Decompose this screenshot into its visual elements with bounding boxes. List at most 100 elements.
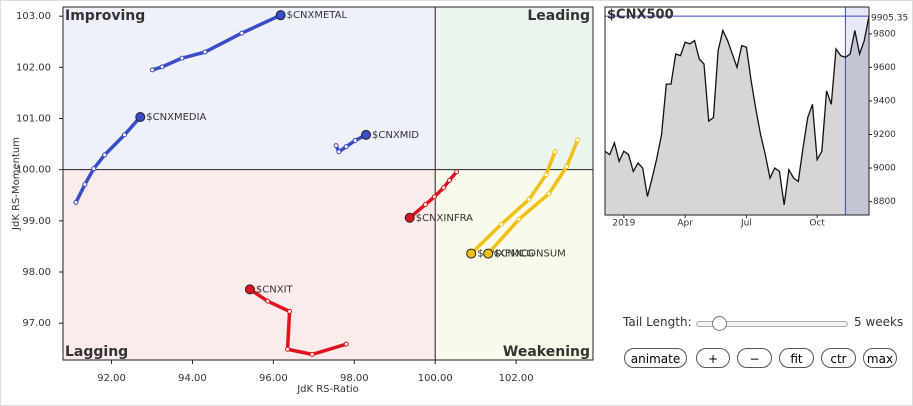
plot-border bbox=[62, 6, 594, 361]
y-tick-label: 99.00 bbox=[22, 216, 51, 227]
tail-point bbox=[564, 164, 570, 170]
tail-point bbox=[285, 346, 291, 352]
x-tick-label: 2019 bbox=[612, 219, 635, 229]
y-tick-label: 101.00 bbox=[16, 114, 51, 125]
tail-point bbox=[179, 55, 185, 61]
tail-label: Tail Length: bbox=[623, 315, 692, 329]
series-label: $CNXMETAL bbox=[287, 10, 348, 21]
y-tick-label: 9200 bbox=[873, 130, 896, 140]
tail-point bbox=[454, 169, 460, 175]
tail-line bbox=[74, 115, 143, 205]
tail-point bbox=[73, 199, 79, 205]
control-button[interactable]: ctr bbox=[821, 348, 856, 368]
control-button[interactable]: animate bbox=[624, 348, 687, 368]
y-tick-label: 9600 bbox=[873, 63, 896, 73]
control-button[interactable]: − bbox=[737, 348, 772, 368]
tail-point bbox=[431, 194, 437, 200]
tail-point bbox=[441, 185, 447, 191]
tail-point bbox=[336, 149, 342, 155]
control-button[interactable]: max bbox=[863, 348, 897, 368]
tail-point bbox=[343, 341, 349, 347]
tail-point bbox=[91, 166, 97, 172]
y-tick-label: 9000 bbox=[873, 164, 896, 174]
head-point bbox=[404, 212, 415, 223]
y-tick-label: 98.00 bbox=[22, 267, 51, 278]
tail-point bbox=[575, 137, 581, 143]
control-button[interactable]: fit bbox=[779, 348, 814, 368]
slider-thumb[interactable] bbox=[712, 316, 727, 331]
series-label: $CNXMID bbox=[372, 130, 419, 141]
tail-point bbox=[149, 67, 155, 73]
tail-point bbox=[352, 138, 358, 144]
head-point bbox=[275, 10, 286, 21]
tail-point bbox=[552, 149, 558, 155]
quadrant bbox=[63, 7, 436, 170]
tail-point bbox=[516, 216, 522, 222]
head-point bbox=[483, 248, 494, 259]
tail-point bbox=[546, 191, 552, 197]
tail-point bbox=[202, 49, 208, 55]
series-label: $CNXIT bbox=[256, 284, 294, 295]
tail-point bbox=[498, 221, 504, 227]
tail-point bbox=[265, 298, 271, 304]
chart-title: $CNX500 bbox=[607, 8, 674, 23]
tail-point bbox=[121, 132, 127, 138]
tail-line bbox=[248, 287, 348, 357]
x-tick-label: 102.00 bbox=[499, 373, 534, 384]
quadrant-label: Leading bbox=[527, 8, 590, 24]
y-axis-title: JdK RS-Momentum bbox=[11, 137, 22, 231]
x-axis-title: JdK RS-Ratio bbox=[296, 384, 359, 395]
tail-point bbox=[309, 351, 315, 357]
tail-point bbox=[526, 196, 532, 202]
series-label: $CNXMEDIA bbox=[146, 112, 206, 123]
y-tick-label: 9800 bbox=[873, 29, 896, 39]
series-label: $CNXINFRA bbox=[416, 213, 473, 224]
x-tick-label: Oct bbox=[809, 219, 825, 229]
y-tick-label: 8800 bbox=[873, 197, 896, 207]
x-tick-label: Apr bbox=[677, 219, 693, 229]
y-tick-label: 102.00 bbox=[16, 62, 51, 73]
y-tick-label: 100.00 bbox=[16, 165, 51, 176]
head-point bbox=[244, 284, 255, 295]
head-point bbox=[361, 129, 372, 140]
tail-point bbox=[343, 144, 349, 150]
quadrant-label: Improving bbox=[65, 8, 145, 24]
head-point bbox=[135, 111, 146, 122]
tail-point bbox=[102, 152, 108, 158]
tail-point bbox=[82, 182, 88, 188]
tail-highlight bbox=[845, 7, 869, 215]
quadrant bbox=[63, 169, 436, 360]
x-tick-label: Jul bbox=[740, 219, 752, 229]
x-tick-label: 100.00 bbox=[418, 373, 453, 384]
quadrant bbox=[435, 7, 593, 170]
series-label: $CNXFMCG bbox=[477, 249, 534, 260]
tail-point bbox=[159, 64, 165, 70]
area-fill bbox=[605, 16, 869, 215]
y-tick-label: 97.00 bbox=[22, 318, 51, 329]
y-tick-label: 9400 bbox=[873, 96, 896, 106]
tail-point bbox=[239, 30, 245, 36]
quadrant-label: Lagging bbox=[65, 344, 128, 360]
series-label: $CNXCONSUM bbox=[494, 249, 566, 260]
tail-point bbox=[287, 308, 293, 314]
plot-border bbox=[604, 6, 870, 216]
price-line bbox=[604, 16, 870, 206]
x-tick-label: 94.00 bbox=[178, 373, 207, 384]
head-point bbox=[466, 248, 477, 259]
tail-point bbox=[446, 177, 452, 183]
tail-value: 5 weeks bbox=[854, 315, 904, 329]
last-value-label: 9905.35 bbox=[871, 14, 908, 24]
control-button[interactable]: + bbox=[696, 348, 730, 368]
tail-point bbox=[423, 201, 429, 207]
tail-point bbox=[543, 172, 549, 178]
quadrant bbox=[435, 169, 593, 360]
x-tick-label: 96.00 bbox=[259, 373, 288, 384]
x-tick-label: 92.00 bbox=[97, 373, 126, 384]
tail-point bbox=[333, 143, 339, 149]
quadrant-label: Weakening bbox=[503, 344, 590, 360]
slider-track[interactable] bbox=[696, 321, 848, 327]
x-tick-label: 98.00 bbox=[340, 373, 369, 384]
y-tick-label: 103.00 bbox=[16, 11, 51, 22]
